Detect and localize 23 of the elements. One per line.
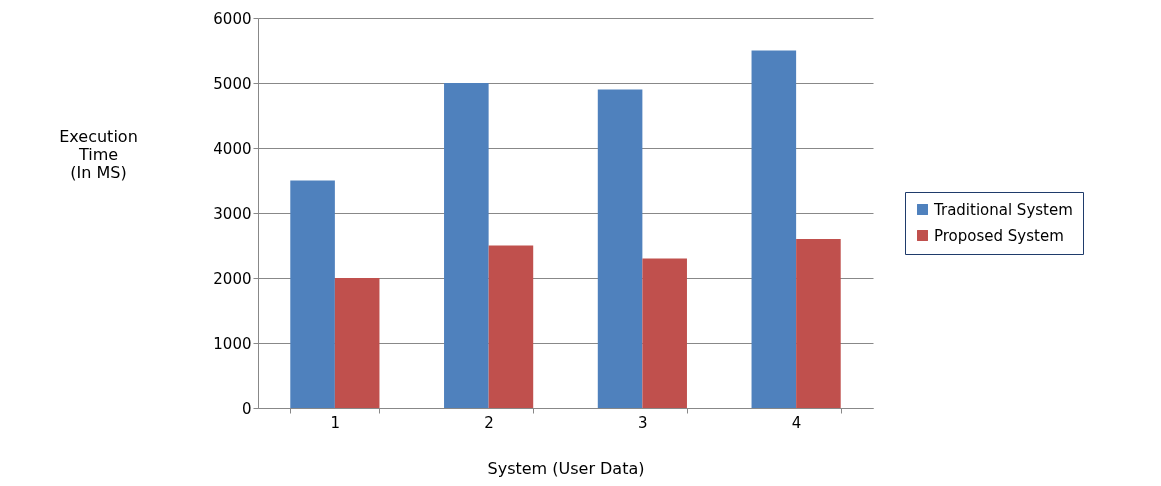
bar: [796, 239, 841, 408]
y-tick-label: 3000: [213, 204, 252, 223]
y-tick-label: 0: [241, 399, 252, 418]
bar: [751, 50, 797, 408]
y-tick-label: 4000: [213, 139, 252, 158]
bar: [642, 258, 687, 408]
x-tick-label: 3: [638, 413, 648, 432]
x-tick-label: 4: [791, 413, 802, 432]
bar: [597, 89, 643, 408]
bar: [334, 278, 380, 408]
y-axis-title: Execution Time (In MS): [59, 126, 138, 182]
y-tick-label: 2000: [213, 269, 252, 288]
x-tick-label: 2: [484, 413, 494, 432]
legend-label: Traditional System: [933, 200, 1073, 219]
x-tick-label: 1: [330, 413, 341, 432]
x-axis-title: System (User Data): [487, 458, 645, 478]
y-tick-label: 5000: [213, 74, 252, 93]
legend-label: Proposed System: [934, 226, 1064, 245]
y-tick-label: 6000: [213, 9, 252, 28]
y-tick-label: 1000: [213, 334, 252, 353]
bar: [488, 245, 534, 408]
bar: [444, 83, 489, 408]
bar: [290, 180, 335, 408]
